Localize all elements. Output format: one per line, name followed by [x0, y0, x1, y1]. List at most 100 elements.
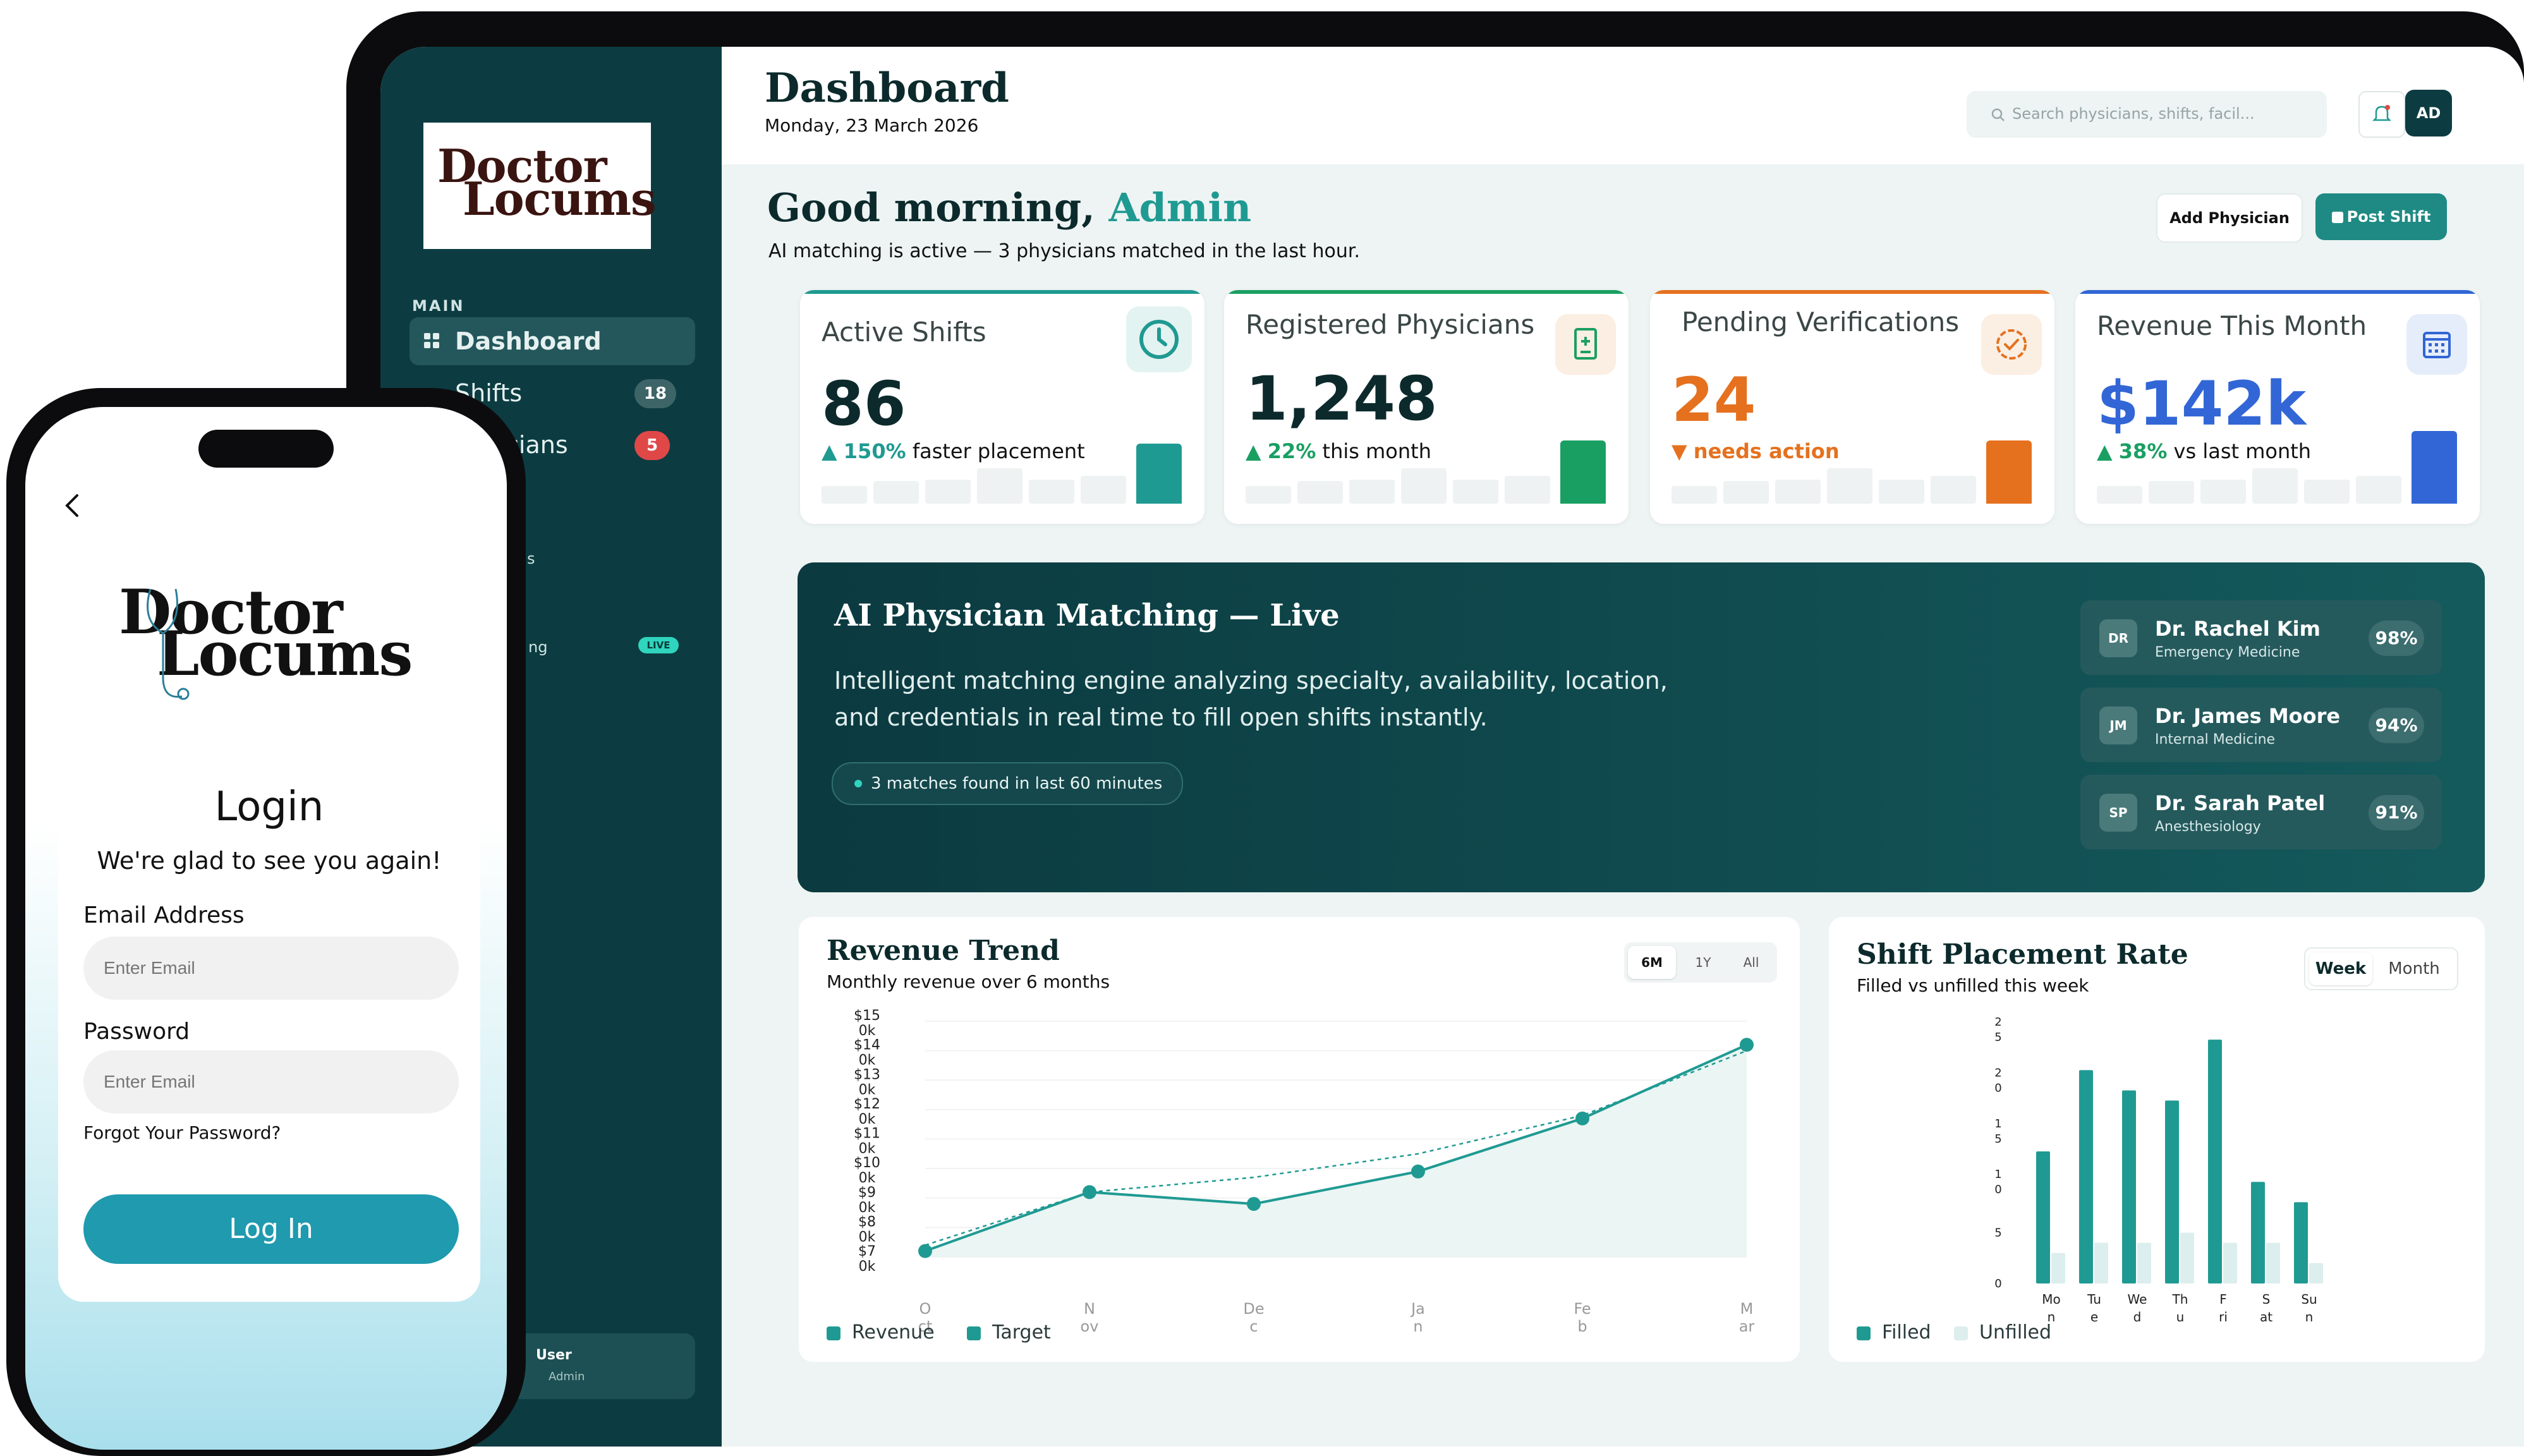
x-tick-label: Fe [1574, 1300, 1591, 1318]
login-title: Login [214, 784, 324, 830]
card-accent-line [1224, 290, 1629, 294]
x-tick-label: at [2260, 1309, 2272, 1325]
unfilled-bar [2051, 1253, 2065, 1283]
revenue-chart-subtitle: Monthly revenue over 6 months [827, 971, 1110, 992]
y-tick-label: 0k [859, 1112, 876, 1127]
clock-icon [1126, 306, 1192, 372]
login-button[interactable]: Log In [83, 1194, 459, 1264]
range-1y-button[interactable]: 1Y [1695, 955, 1711, 970]
legend-swatch [1857, 1326, 1871, 1340]
forgot-password-link[interactable]: Forgot Your Password? [83, 1122, 281, 1143]
y-tick-label: 2 [1994, 1016, 2001, 1029]
stat-card-registered-physicians[interactable]: Registered Physicians 1,248 ▲ 22% this m… [1224, 290, 1629, 524]
y-tick-label: $9 [858, 1185, 876, 1201]
current-bar [1986, 440, 2032, 504]
range-all-button[interactable]: All [1743, 955, 1759, 970]
match-card[interactable]: SP Dr. Sarah Patel Anesthesiology 91% [2080, 775, 2442, 849]
y-tick-label: 1 [1994, 1168, 2001, 1181]
spark-bar [1246, 486, 1291, 504]
grid-icon [424, 333, 439, 348]
logo-line-2: Locums [463, 172, 657, 226]
y-tick-label: 5 [1994, 1227, 2001, 1240]
y-tick-label: 0 [1994, 1183, 2001, 1196]
spark-bar [1672, 486, 1717, 504]
y-tick-label: $8 [858, 1214, 876, 1230]
avatar[interactable]: AD [2405, 90, 2452, 136]
match-score: 91% [2369, 795, 2424, 830]
revenue-point [1247, 1197, 1261, 1211]
stat-delta-suffix: this month [1322, 439, 1431, 463]
page-date: Monday, 23 March 2026 [765, 115, 979, 136]
stat-delta-value: 150% [843, 439, 906, 463]
range-selector: 6M 1Y All [1624, 942, 1777, 983]
stat-value: 86 [822, 368, 906, 439]
notifications-button[interactable] [2358, 91, 2405, 138]
spark-bar [1029, 480, 1074, 504]
filled-bar [2294, 1202, 2308, 1283]
email-field[interactable] [83, 937, 459, 1000]
x-tick-label: e [2090, 1309, 2098, 1325]
spark-bar [1775, 480, 1821, 504]
physician-specialty: Internal Medicine [2155, 732, 2276, 748]
match-card[interactable]: DR Dr. Rachel Kim Emergency Medicine 98% [2080, 600, 2442, 675]
period-week-button[interactable]: Week [2309, 952, 2372, 985]
x-tick-label: ct [918, 1318, 933, 1335]
stat-card-revenue[interactable]: Revenue This Month $142k ▲ 38% vs last m… [2075, 290, 2480, 524]
stat-card-active-shifts[interactable]: Active Shifts 86 ▲ 150% faster placement [800, 290, 1204, 524]
physician-specialty: Anesthesiology [2155, 819, 2261, 835]
match-card[interactable]: JM Dr. James Moore Internal Medicine 94% [2080, 688, 2442, 762]
x-tick-label: De [1243, 1300, 1264, 1318]
x-tick-label: F [2219, 1292, 2227, 1307]
spark-bar [1401, 468, 1447, 504]
chevron-left-icon[interactable] [63, 493, 81, 518]
greeting-prefix: Good morning, [767, 185, 1095, 231]
filled-bar [2036, 1151, 2050, 1283]
match-score: 94% [2369, 708, 2424, 743]
login-subtitle: We're glad to see you again! [97, 847, 442, 875]
spark-bar [1505, 476, 1550, 504]
sidebar-item-dashboard[interactable]: Dashboard [410, 317, 695, 365]
filled-bar [2165, 1100, 2179, 1283]
legend-label: Target [992, 1321, 1051, 1344]
spark-bar [822, 486, 867, 504]
password-field[interactable] [83, 1050, 459, 1113]
ai-panel-description: Intelligent matching engine analyzing sp… [834, 667, 1668, 731]
y-tick-label: 0k [859, 1053, 876, 1069]
spark-bar [1349, 480, 1395, 504]
post-shift-button[interactable]: Post Shift [2315, 193, 2447, 240]
stat-card-pending-verifications[interactable]: Pending Verifications 24 ▼ needs action [1650, 290, 2054, 524]
add-physician-button[interactable]: Add Physician [2156, 193, 2303, 243]
search-input[interactable]: Search physicians, shifts, facil... [1967, 91, 2327, 138]
x-tick-label: Mo [2042, 1292, 2061, 1307]
top-bar: Dashboard Monday, 23 March 2026 Search p… [722, 47, 2524, 164]
y-tick-label: 1 [1994, 1117, 2001, 1131]
spark-bar [2097, 486, 2142, 504]
revenue-point [1411, 1164, 1425, 1179]
filled-bar [2122, 1090, 2136, 1283]
spark-bar [873, 481, 919, 504]
dashboard-screen: Doctor Locums MAIN Dashboard Shifts 18 c… [380, 47, 2524, 1447]
physician-name: Dr. James Moore [2155, 704, 2341, 728]
stat-delta: ▼ needs action [1672, 439, 1840, 463]
revenue-point [1575, 1111, 1589, 1125]
tablet-device: Doctor Locums MAIN Dashboard Shifts 18 c… [346, 11, 2524, 1447]
range-6m-button[interactable]: 6M [1628, 946, 1676, 979]
phone-device: Doctor Locums Login We're glad to see yo… [6, 388, 526, 1456]
brand-logo[interactable]: Doctor Locums [423, 123, 657, 249]
stat-delta: ▲ 38% vs last month [2097, 439, 2311, 463]
search-icon [1991, 108, 2005, 121]
spark-bar [1879, 480, 1924, 504]
phone-logo-line-1: Doctor [119, 576, 343, 648]
calendar-icon [2406, 314, 2467, 375]
target-line [925, 1050, 1747, 1246]
live-badge: LIVE [638, 637, 679, 653]
y-tick-label: 0k [859, 1229, 876, 1245]
stat-delta-value: 22% [1267, 439, 1316, 463]
legend-label: Filled [1882, 1321, 1931, 1344]
spark-bar [1827, 468, 1872, 504]
y-tick-label: 0 [1994, 1081, 2001, 1095]
x-tick-label: M [1740, 1300, 1754, 1318]
period-month-button[interactable]: Month [2388, 959, 2440, 978]
legend-swatch [827, 1326, 840, 1340]
unfilled-bar [2266, 1242, 2280, 1283]
